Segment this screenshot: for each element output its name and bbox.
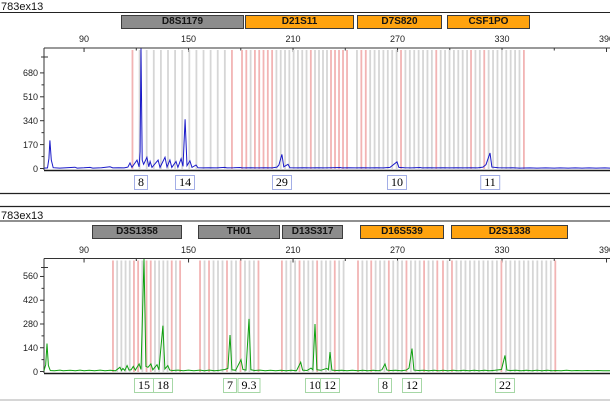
marker-box-d13s317: D13S317: [282, 225, 344, 239]
allele-label-d2s1338-22[interactable]: 22: [494, 378, 515, 393]
trace-blue: [43, 48, 610, 169]
y-tick-label-340: 340: [22, 115, 38, 126]
marker-box-d3s1358: D3S1358: [92, 225, 182, 239]
allele-label-d3s1358-18[interactable]: 18: [152, 378, 173, 393]
marker-box-d8s1179: D8S1179: [120, 15, 244, 29]
x-tick-label-390: 390: [599, 245, 610, 255]
allele-label-d8s1179-8[interactable]: 8: [134, 175, 148, 190]
x-tick-label-90: 90: [79, 245, 90, 255]
x-tick-label-210: 210: [285, 34, 301, 44]
allele-label-d21s11-29[interactable]: 29: [271, 175, 292, 190]
allele-label-d16s539-12[interactable]: 12: [401, 378, 422, 393]
y-tick-label-140: 140: [22, 342, 38, 353]
x-tick-label-330: 330: [494, 245, 510, 255]
plot-area[interactable]: [44, 49, 610, 170]
sample-label-top: 783ex13: [1, 1, 44, 13]
allele-label-d16s539-8[interactable]: 8: [377, 378, 392, 393]
x-tick-label-270: 270: [390, 34, 406, 44]
y-tick-label-280: 280: [22, 318, 38, 329]
y-tick-label-0: 0: [32, 163, 38, 174]
allele-label-th01-7[interactable]: 7: [222, 378, 237, 393]
allele-label-th01-9.3[interactable]: 9.3: [237, 378, 261, 393]
marker-box-d21s11: D21S11: [244, 15, 355, 29]
y-tick-label-560: 560: [22, 271, 38, 282]
marker-box-d7s820: D7S820: [356, 15, 443, 29]
marker-box-csf1po: CSF1PO: [446, 15, 530, 29]
allele-label-d3s1358-15[interactable]: 15: [133, 378, 154, 393]
x-tick-label-390: 390: [599, 34, 610, 44]
x-tick-label-270: 270: [390, 245, 406, 255]
allele-label-d8s1179-14[interactable]: 14: [175, 175, 196, 190]
y-tick-label-170: 170: [22, 139, 38, 150]
y-tick-label-0: 0: [32, 366, 38, 377]
x-tick-label-90: 90: [79, 34, 90, 44]
y-tick-label-420: 420: [22, 295, 38, 306]
allele-label-d7s820-10[interactable]: 10: [387, 175, 407, 190]
y-tick-label-510: 510: [22, 91, 38, 102]
marker-box-d16s539: D16S539: [359, 225, 444, 239]
allele-label-csf1po-11[interactable]: 11: [480, 175, 500, 190]
plot-area[interactable]: [44, 260, 610, 374]
x-tick-label-150: 150: [181, 34, 197, 44]
x-tick-label-150: 150: [181, 245, 197, 255]
trace-green: [43, 258, 610, 372]
marker-box-th01: TH01: [197, 225, 281, 239]
sample-label-bottom: 783ex13: [1, 210, 44, 222]
y-tick-label-680: 680: [22, 67, 38, 78]
allele-label-d13s317-12[interactable]: 12: [319, 378, 340, 393]
x-tick-label-210: 210: [285, 245, 301, 255]
x-tick-label-330: 330: [494, 34, 510, 44]
marker-box-d2s1338: D2S1338: [450, 225, 569, 239]
